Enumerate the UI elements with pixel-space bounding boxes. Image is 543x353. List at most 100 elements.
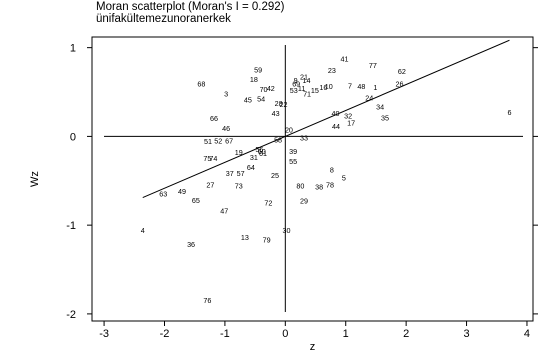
point-label: 57: [237, 169, 245, 178]
point-label: 55: [289, 157, 297, 166]
x-axis-title: z: [310, 341, 316, 353]
y-axis-title: Wz: [29, 171, 41, 187]
point-label: 31: [250, 153, 258, 162]
x-tick-label: 4: [524, 328, 530, 340]
point-label: 80: [296, 182, 304, 191]
point-label: 71: [303, 89, 311, 98]
point-label: 60: [258, 147, 266, 156]
x-tick-label: -1: [220, 328, 230, 340]
point-label: 72: [264, 198, 272, 207]
point-label: 79: [263, 236, 271, 245]
point-label: 67: [225, 136, 233, 145]
point-label: 9: [294, 76, 298, 85]
plot-frame: [91, 36, 534, 322]
point-label: 21: [300, 72, 308, 81]
point-label: 15: [311, 86, 319, 95]
point-label: 8: [330, 166, 334, 175]
point-label: 14: [302, 76, 310, 85]
point-label: 1: [373, 83, 377, 92]
point-label: 20: [285, 126, 293, 135]
point-label: 37: [226, 169, 234, 178]
point-label: 69: [292, 80, 300, 89]
point-label: 43: [272, 109, 280, 118]
y-tick-label: 0: [70, 131, 76, 143]
y-tick-label: 1: [70, 43, 76, 55]
point-label: 35: [381, 113, 389, 122]
point-label: 51: [204, 137, 212, 146]
point-label: 16: [319, 83, 327, 92]
point-label: 40: [331, 109, 339, 118]
x-tick-label: 2: [403, 328, 409, 340]
point-label: 44: [332, 122, 340, 131]
point-label: 56: [255, 145, 263, 154]
point-label: 64: [247, 163, 255, 172]
point-label: 10: [325, 82, 333, 91]
point-label: 17: [347, 119, 355, 128]
point-label: 42: [267, 84, 275, 93]
x-tick-label: -3: [99, 328, 109, 340]
y-tick-label: -1: [66, 220, 76, 232]
point-label: 46: [222, 124, 230, 133]
point-label: 38: [315, 182, 323, 191]
point-label: 3: [224, 89, 228, 98]
reference-lines: [104, 39, 523, 312]
point-label: 18: [250, 75, 258, 84]
x-tick-label: -2: [160, 328, 170, 340]
point-label: 30: [283, 226, 291, 235]
point-label: 34: [376, 103, 384, 112]
point-label: 41: [341, 55, 349, 64]
point-label: 39: [289, 147, 297, 156]
point-label: 78: [326, 181, 334, 190]
point-label: 75: [203, 154, 211, 163]
chart-subtitle: ünifakültemezunoranerkek: [96, 13, 231, 25]
chart-title: Moran scatterplot (Moran's I = 0.292): [96, 1, 285, 13]
point-label: 76: [203, 296, 211, 305]
point-label: 6: [507, 108, 511, 117]
y-tick-label: -2: [66, 309, 76, 321]
point-label: 22: [280, 100, 288, 109]
regression-line: [142, 39, 510, 199]
point-label: 24: [365, 94, 373, 103]
point-label: 48: [357, 82, 365, 91]
point-label: 29: [300, 197, 308, 206]
point-label: 74: [209, 154, 217, 163]
x-tick-label: 1: [343, 328, 349, 340]
point-label: 73: [235, 182, 243, 191]
point-label: 7: [348, 81, 352, 90]
point-label: 77: [369, 61, 377, 70]
point-label: 19: [235, 148, 243, 157]
point-label: 5: [342, 174, 346, 183]
chart-title-block: Moran scatterplot (Moran's I = 0.292) ün…: [96, 1, 285, 25]
point-label: 49: [178, 187, 186, 196]
point-label: 61: [259, 149, 267, 158]
axes-layer: -3 -2 -1 0 1 2 3 4-2-101: [66, 36, 538, 340]
point-label: 70: [260, 85, 268, 94]
point-label: 28: [275, 99, 283, 108]
point-label: 65: [192, 196, 200, 205]
point-label: 27: [206, 181, 214, 190]
point-label: 32: [344, 111, 352, 120]
point-label: 68: [197, 80, 205, 89]
point-label: 23: [328, 66, 336, 75]
point-label: 45: [244, 96, 252, 105]
x-tick-label: 3: [463, 328, 469, 340]
point-label: 26: [395, 80, 403, 89]
point-label: 59: [254, 65, 262, 74]
point-label: 13: [241, 233, 249, 242]
point-label: 52: [214, 136, 222, 145]
point-label: 62: [398, 67, 406, 76]
x-tick-label: 0: [282, 328, 288, 340]
point-label: 25: [271, 171, 279, 180]
point-label: 11: [298, 84, 305, 93]
point-label: 63: [159, 190, 167, 199]
point-label: 33: [300, 134, 308, 143]
point-label: 36: [187, 240, 195, 249]
point-label: 54: [257, 95, 265, 104]
point-label: 47: [220, 206, 228, 215]
point-label: 4: [141, 226, 145, 235]
point-label: 58: [274, 135, 282, 144]
point-label: 53: [290, 86, 298, 95]
point-label: 66: [210, 114, 218, 123]
